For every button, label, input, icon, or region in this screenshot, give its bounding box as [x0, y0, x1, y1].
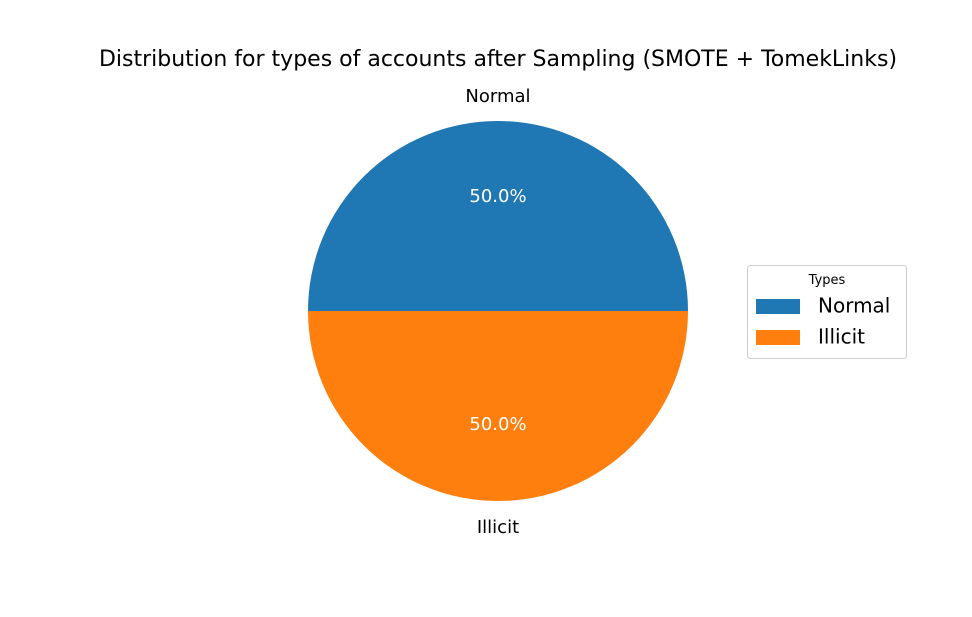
slice-label-normal: Normal: [465, 86, 530, 107]
legend: Types Normal Illicit: [747, 265, 907, 359]
percent-label-normal: 50.0%: [469, 186, 526, 207]
pie-slice-normal: [308, 121, 688, 311]
legend-entries: Normal Illicit: [756, 294, 890, 349]
pie-slice-illicit: [308, 311, 688, 501]
legend-label-normal: Normal: [818, 294, 890, 318]
legend-title: Types: [808, 273, 846, 288]
slice-label-illicit: Illicit: [477, 517, 519, 538]
pie-slice-labels: Normal Illicit: [465, 86, 530, 538]
pie-percent-labels: 50.0% 50.0%: [469, 186, 526, 435]
legend-swatch-illicit: [756, 330, 800, 345]
chart-title: Distribution for types of accounts after…: [99, 47, 897, 72]
pie-slices: [308, 121, 688, 501]
percent-label-illicit: 50.0%: [469, 414, 526, 435]
legend-swatch-normal: [756, 299, 800, 314]
legend-label-illicit: Illicit: [818, 325, 865, 349]
